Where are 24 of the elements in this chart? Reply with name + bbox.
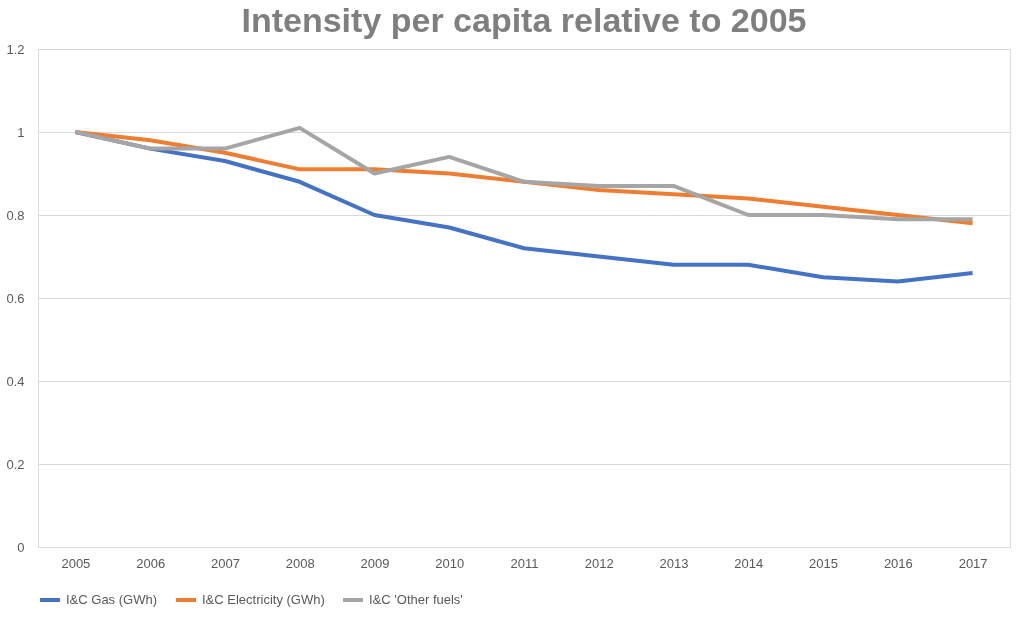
y-tick-label: 0.6	[6, 290, 25, 306]
x-tick-label: 2009	[360, 555, 390, 571]
x-tick-label: 2007	[210, 555, 240, 571]
y-tick-label: 0	[17, 539, 25, 555]
x-tick-label: 2013	[659, 555, 689, 571]
y-tick-label: 0.2	[6, 456, 25, 472]
legend-label: I&C Gas (GWh)	[66, 592, 158, 607]
x-tick-label: 2014	[734, 555, 764, 571]
y-tick-label: 0.8	[6, 207, 25, 223]
x-tick-label: 2015	[809, 555, 839, 571]
x-tick-label: 2012	[584, 555, 614, 571]
x-tick-label: 2017	[958, 555, 988, 571]
legend-label: I&C 'Other fuels'	[369, 592, 463, 607]
chart-title: Intensity per capita relative to 2005	[241, 1, 807, 39]
x-tick-label: 2006	[136, 555, 166, 571]
x-tick-label: 2008	[285, 555, 315, 571]
y-tick-label: 1.2	[6, 41, 25, 57]
y-tick-label: 1	[17, 124, 25, 140]
legend-label: I&C Electricity (GWh)	[202, 592, 325, 607]
x-tick-label: 2016	[883, 555, 913, 571]
x-tick-label: 2011	[510, 555, 539, 571]
y-tick-label: 0.4	[6, 373, 25, 389]
x-tick-label: 2005	[61, 555, 91, 571]
x-tick-label: 2010	[435, 555, 465, 571]
